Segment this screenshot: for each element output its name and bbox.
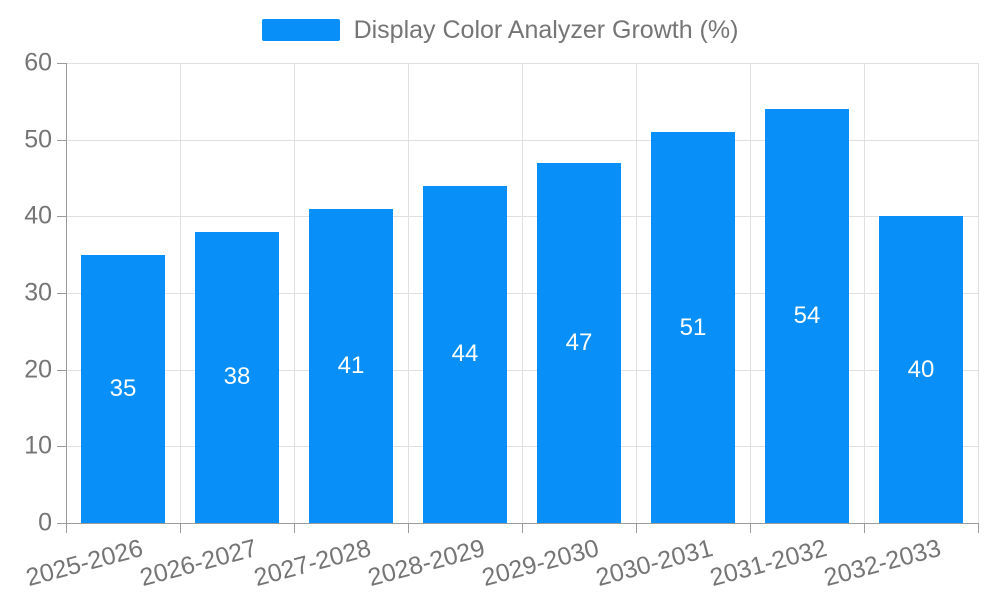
x-axis-tick [522,524,523,533]
x-axis-label: 2032-2033 [821,534,945,592]
x-axis-tick [66,524,67,533]
bar-value-label: 38 [223,363,251,391]
y-axis-label: 40 [24,201,52,230]
x-axis-label: 2025-2026 [23,534,147,592]
bar[interactable] [195,231,279,523]
x-axis-label: 2028-2029 [365,534,489,592]
x-axis-tick [180,524,181,533]
bar[interactable] [765,109,849,523]
chart-legend: Display Color Analyzer Growth (%) [0,16,1000,44]
y-axis-label: 10 [24,431,52,460]
bar-value-label: 41 [337,351,365,379]
bar-value-label: 35 [109,374,137,402]
y-axis-line [66,63,67,523]
y-axis-tick [57,139,66,141]
y-axis-label: 50 [24,125,52,154]
y-axis-tick [57,523,66,524]
bar[interactable] [81,254,165,523]
legend-label: Display Color Analyzer Growth (%) [353,16,739,44]
y-axis-label: 20 [24,355,52,384]
x-axis-tick [636,524,637,533]
v-gridline [522,63,523,523]
bar-value-label: 44 [451,340,479,368]
v-gridline [636,63,637,523]
bar[interactable] [537,162,621,523]
x-axis-tick [978,524,979,533]
v-gridline [180,63,181,523]
bar[interactable] [423,185,507,523]
x-axis-tick [750,524,751,533]
v-gridline [294,63,295,523]
plot-area: 35 38 41 44 47 51 54 40 [66,63,979,523]
bar[interactable] [879,216,963,523]
y-axis-tick [57,63,66,64]
v-gridline [864,63,865,523]
legend-swatch [261,19,340,41]
bar-value-label: 54 [793,302,821,329]
legend-item-growth[interactable]: Display Color Analyzer Growth (%) [261,16,739,44]
y-axis-tick [57,369,66,371]
y-axis-tick [57,293,66,294]
v-gridline [408,63,409,523]
bar[interactable] [309,208,393,523]
x-axis-label: 2030-2031 [593,534,717,592]
y-axis-tick [57,446,66,448]
y-axis-label: 0 [38,508,52,537]
bar-value-label: 47 [565,328,593,356]
x-axis-tick [408,524,409,533]
bar-value-label: 51 [679,313,707,341]
v-gridline [978,63,979,523]
x-axis-label: 2029-2030 [479,534,603,592]
x-axis-line [66,523,979,524]
x-axis-tick [864,524,865,533]
x-axis-label: 2031-2032 [707,534,831,592]
y-axis-label: 60 [24,48,52,77]
x-axis-tick [294,524,295,533]
v-gridline [750,63,751,523]
y-axis-tick [57,216,66,218]
x-axis-label: 2026-2027 [137,534,261,592]
bar[interactable] [651,132,735,523]
y-axis-label: 30 [24,278,52,307]
bar-value-label: 40 [907,355,935,383]
x-axis-label: 2027-2028 [251,534,375,592]
